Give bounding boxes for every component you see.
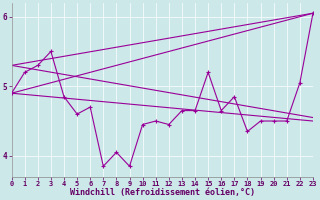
X-axis label: Windchill (Refroidissement éolien,°C): Windchill (Refroidissement éolien,°C) (70, 188, 255, 197)
